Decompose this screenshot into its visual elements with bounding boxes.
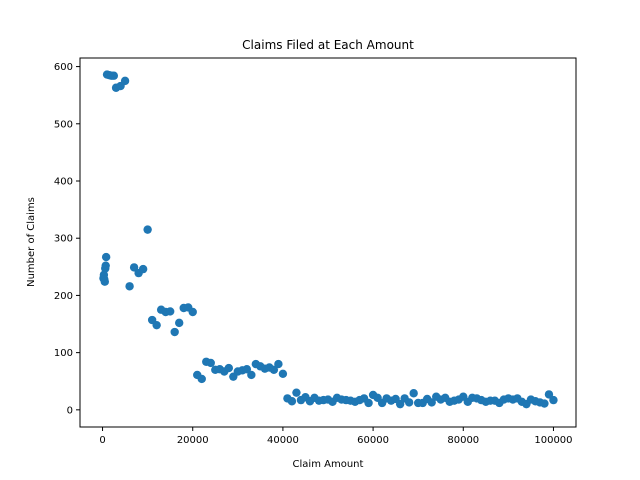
x-tick-label: 80000 <box>447 435 479 446</box>
data-point <box>544 390 554 399</box>
data-point <box>120 76 130 86</box>
data-point <box>152 320 161 330</box>
x-tick-label: 100000 <box>534 435 572 446</box>
data-point <box>109 71 119 80</box>
data-point <box>129 263 139 272</box>
data-point <box>247 370 256 380</box>
data-point <box>143 225 152 234</box>
data-point <box>206 358 215 368</box>
x-tick-label: 0 <box>99 435 105 446</box>
data-point <box>364 398 373 408</box>
x-tick-label: 60000 <box>357 435 389 446</box>
data-point <box>540 399 549 408</box>
data-point <box>165 307 175 316</box>
x-tick-label: 20000 <box>177 435 209 446</box>
y-tick-label: 300 <box>54 234 73 245</box>
data-point <box>549 395 558 405</box>
chart-title: Claims Filed at Each Amount <box>242 38 414 52</box>
data-point <box>100 277 110 286</box>
data-point <box>188 307 197 317</box>
data-point <box>170 327 179 337</box>
data-point <box>274 359 283 369</box>
data-point <box>292 388 301 397</box>
data-point <box>197 374 206 384</box>
y-axis: 0 100 200 300 400 500 600 <box>54 62 80 416</box>
data-point <box>409 389 418 398</box>
data-point <box>175 318 184 328</box>
data-point <box>138 264 148 274</box>
data-points <box>99 70 558 409</box>
data-point <box>287 397 297 406</box>
data-point <box>427 398 436 407</box>
data-point <box>242 365 252 374</box>
y-tick-label: 400 <box>54 177 73 188</box>
data-point <box>101 261 110 270</box>
data-point <box>395 399 405 409</box>
x-axis-label: Claim Amount <box>293 459 364 470</box>
x-axis: 0 20000 40000 60000 80000 100000 <box>99 427 573 446</box>
data-point <box>278 369 288 378</box>
y-tick-label: 0 <box>67 405 73 416</box>
x-tick-label: 40000 <box>267 435 299 446</box>
y-axis-label: Number of Claims <box>26 197 37 287</box>
y-tick-label: 500 <box>54 119 73 130</box>
plot-area-frame <box>79 57 577 428</box>
data-point <box>269 365 279 374</box>
data-point <box>125 282 134 291</box>
data-point <box>404 398 414 407</box>
y-tick-label: 200 <box>54 291 73 302</box>
y-tick-label: 600 <box>54 62 73 73</box>
y-tick-label: 100 <box>54 348 73 359</box>
data-point <box>224 363 233 373</box>
data-point <box>101 252 111 262</box>
